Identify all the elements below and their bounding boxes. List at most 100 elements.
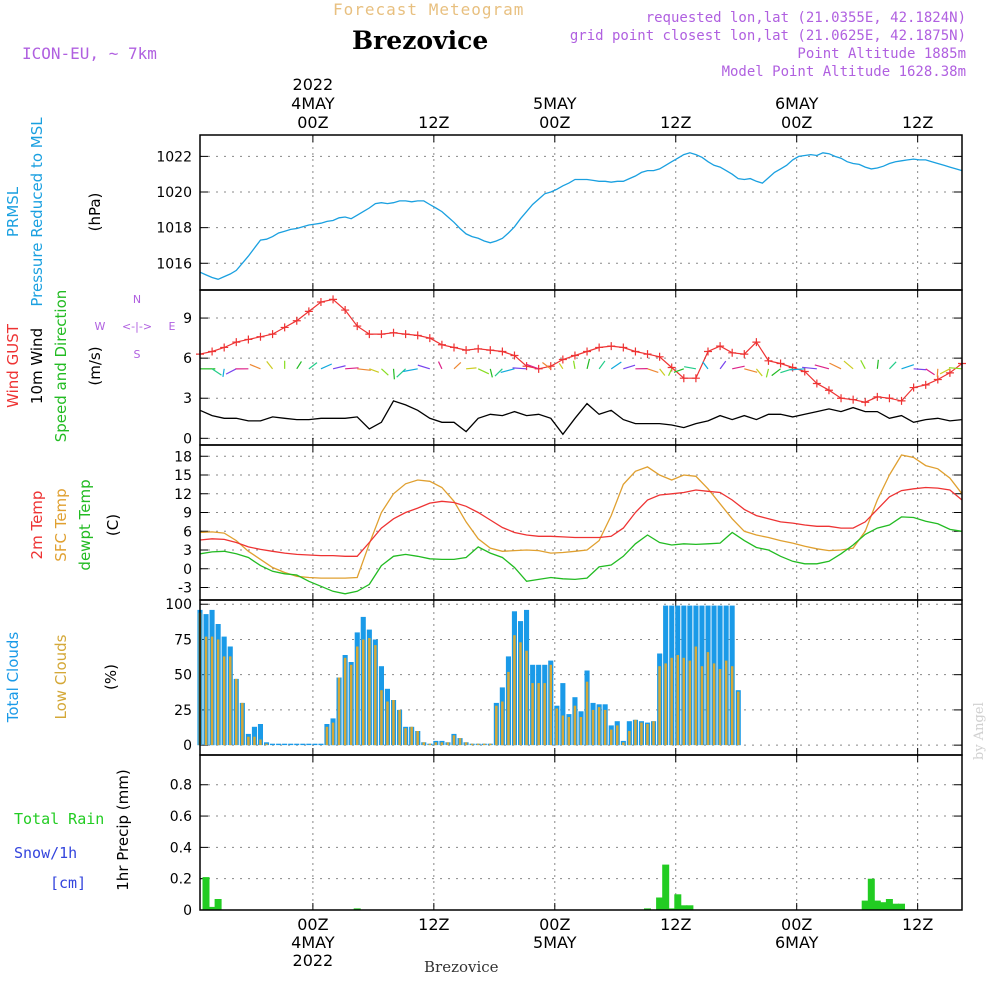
requested-location: requested lon,lat (21.0355E, 42.1824N): [645, 10, 966, 26]
wind-direction-arrow: [437, 361, 443, 370]
low-cloud-bar: [628, 731, 631, 746]
ytick-label-wind: 9: [183, 311, 192, 327]
wind-direction-arrow: [765, 368, 770, 378]
panel-frame-wind: [199, 289, 963, 446]
wind-direction-arrow: [771, 368, 781, 377]
bottom-year-label: 2022: [293, 951, 334, 970]
ytick-label-temperature: 15: [174, 468, 192, 484]
low-cloud-bar: [325, 726, 329, 746]
low-cloud-bar: [229, 656, 232, 746]
wind-direction-arrow: [392, 368, 395, 380]
low-cloud-bar: [634, 719, 637, 746]
wind-direction-arrow: [744, 368, 758, 373]
compass-w: W: [95, 320, 106, 333]
low-cloud-bar: [549, 664, 552, 746]
rain-bar: [686, 905, 694, 910]
low-cloud-bar: [724, 660, 728, 746]
temp-unit: (C): [104, 514, 122, 536]
low-cloud-bar: [398, 709, 401, 746]
low-cloud-bar: [543, 683, 546, 746]
top-date-label: 4MAY: [291, 94, 335, 113]
gust-marker: [292, 316, 301, 325]
top-hour-label: 00Z: [781, 113, 812, 132]
rain-bar: [202, 877, 210, 910]
wind-direction-arrow: [732, 365, 745, 370]
wind-direction-arrow: [684, 366, 697, 370]
low-cloud-bar: [646, 724, 649, 746]
low-cloud-bar: [525, 650, 528, 746]
gust-marker: [208, 347, 217, 356]
low-cloud-bar: [349, 664, 353, 746]
rain-bar: [680, 905, 688, 910]
pressure-label-1: PRMSL: [4, 186, 22, 237]
ytick-label-precip: 0.2: [170, 872, 192, 888]
wind-direction-arrow: [586, 358, 591, 369]
low-cloud-bar: [555, 708, 558, 746]
low-cloud-bar: [362, 639, 365, 746]
top-hour-label: 00Z: [297, 113, 328, 132]
low-cloud-bar: [440, 742, 444, 746]
wind-direction-arrow: [876, 359, 879, 369]
low-cloud-bar: [603, 709, 607, 746]
wind-direction-label: Speed and Direction: [52, 290, 70, 443]
low-cloud-bar: [537, 683, 540, 746]
total-cloud-bar: [306, 743, 312, 746]
pressure-label-2: Pressure Reduced to MSL: [28, 117, 46, 307]
low-cloud-bar: [210, 636, 214, 746]
wind-direction-arrow: [829, 362, 842, 370]
top-date-label: 6MAY: [775, 94, 819, 113]
wind-direction-arrow: [320, 363, 333, 370]
wind-direction-arrow: [308, 362, 318, 370]
low-cloud-bar: [676, 655, 679, 746]
wind-direction-arrow: [755, 368, 763, 377]
gust-marker: [595, 343, 604, 352]
wind-direction-arrow: [296, 361, 302, 370]
top-date-label: 5MAY: [533, 94, 577, 113]
panel-frame-pressure: [199, 134, 963, 291]
low-cloud-bar: [616, 725, 619, 746]
low-cloud-bar: [706, 652, 710, 746]
ytick-label-wind: 0: [183, 431, 192, 447]
grid-point-location: grid point closest lon,lat (21.0625E, 42…: [569, 28, 966, 44]
bottom-hour-label: 12Z: [418, 915, 449, 934]
top-hour-label: 12Z: [418, 113, 449, 132]
low-cloud-bar: [670, 657, 673, 746]
wind-direction-arrow: [925, 368, 935, 376]
low-cloud-bar: [241, 702, 244, 746]
low-cloud-bar: [422, 742, 425, 746]
gust-marker: [280, 323, 289, 332]
gust-marker: [558, 355, 567, 364]
gust-marker: [389, 328, 398, 337]
rain-bar: [898, 903, 905, 910]
gust-marker: [909, 383, 918, 392]
wind-direction-arrow: [572, 360, 576, 369]
wind-direction-arrow: [417, 364, 430, 370]
credit-label: by Angel: [972, 702, 987, 760]
compass-e: E: [169, 320, 176, 333]
snow-legend: Snow/1h: [14, 844, 77, 862]
low-cloud-bar: [718, 669, 722, 746]
wind-direction-arrow: [659, 368, 666, 376]
low-cloud-bar: [410, 726, 413, 746]
total-cloud-bar: [312, 743, 318, 746]
gust-marker: [341, 306, 350, 315]
total-cloud-bar: [560, 683, 566, 746]
rain-bar: [208, 906, 216, 910]
low-cloud-bar: [567, 717, 571, 746]
ytick-label-clouds: 25: [174, 703, 192, 719]
wind-direction-arrow: [402, 368, 418, 373]
low-cloud-bar: [585, 681, 589, 746]
total-cloud-bar: [276, 743, 282, 746]
wind-direction-arrow: [466, 367, 477, 370]
low-cloud-bar: [343, 657, 347, 746]
low-cloud-bar: [737, 691, 740, 746]
rain-bar: [662, 864, 670, 910]
wind-direction-arrow: [667, 368, 673, 377]
gust-marker: [643, 350, 652, 359]
series-line-temperature: [199, 454, 963, 579]
compass-n: N: [133, 293, 141, 306]
low-cloud-bar: [519, 642, 522, 746]
wind-direction-arrow: [542, 361, 552, 370]
gust-marker: [740, 350, 749, 359]
wind-direction-arrow: [225, 368, 237, 375]
